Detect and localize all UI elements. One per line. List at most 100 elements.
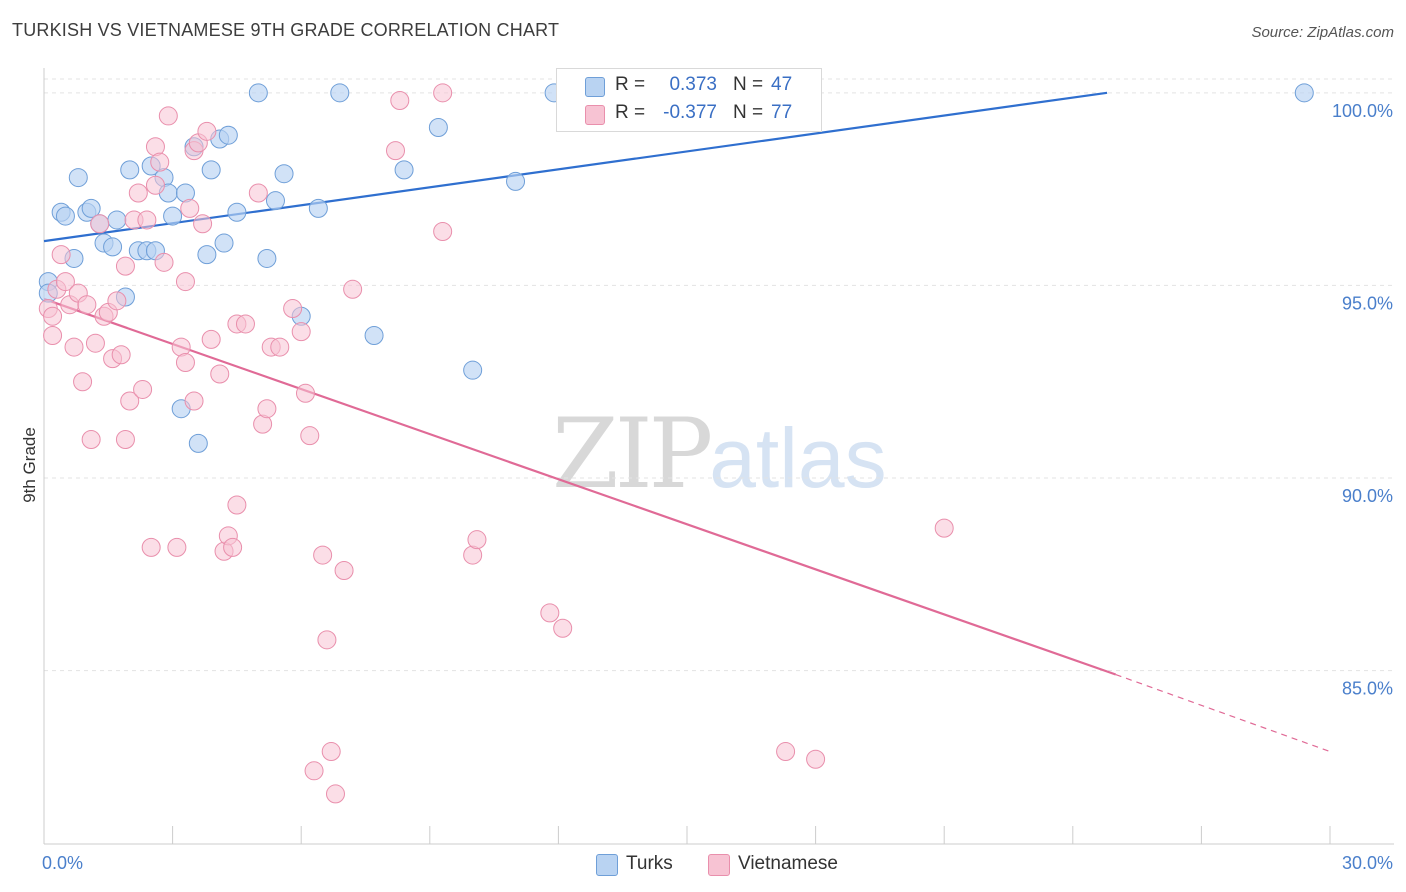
series-legend: Turks Vietnamese [0,852,1406,878]
chart-source: Source: ZipAtlas.com [1251,24,1394,41]
vietnamese-point [193,214,213,234]
trend-layer [43,91,1331,753]
vietnamese-point [553,618,573,638]
vietnamese-point [175,352,195,372]
vietnamese-point [167,537,187,557]
vietnamese-point [90,214,110,234]
turks-point [274,164,294,184]
turks-point [201,160,221,180]
vietnamese-point [235,314,255,334]
turks-trend-line [43,91,1108,243]
turks-point [55,206,75,226]
vietnamese-point [107,291,127,311]
vietnamese-point [184,391,204,411]
turks-point [506,171,526,191]
y-axis-label: 9th Grade [20,427,39,503]
vietnamese-point [343,279,363,299]
vietnamese-point [540,603,560,623]
turks-point [330,83,350,103]
vietnamese-point [43,306,63,326]
vietnamese-point [77,295,97,315]
vietnamese-point [257,399,277,419]
watermark-atlas: atlas [709,411,887,505]
turks-point [107,210,127,230]
vietnamese-point [175,272,195,292]
vietnamese-point [201,329,221,349]
vietnamese-point [180,198,200,218]
correlation-legend: R = 0.373 N = 47 R = -0.377 N = 77 [556,68,822,132]
vietnamese-point [64,337,84,357]
y-tick-label: 95.0% [1342,293,1393,313]
turks-point [68,168,88,188]
turks-point [120,160,140,180]
vietnamese-swatch [585,105,605,125]
vietnamese-point [806,749,826,769]
vietnamese-point [73,372,93,392]
legend-row-turks: R = 0.373 N = 47 [557,73,819,99]
vietnamese-point [137,210,157,230]
turks-legend-label: Turks [626,853,673,874]
turks-point [428,117,448,137]
turks-point [265,191,285,211]
vietnamese-point [115,256,135,276]
vietnamese-point [81,430,101,450]
turks-r-value: 0.373 [669,74,717,95]
turks-point [197,245,217,265]
vietnamese-point [150,152,170,172]
vietnamese-point [197,121,217,141]
y-tick-label: 90.0% [1342,486,1393,506]
vietnamese-point [334,560,354,580]
turks-point [81,198,101,218]
vietnamese-point [210,364,230,384]
turks-point [227,202,247,222]
vietnamese-point [120,391,140,411]
vietnamese-point [227,495,247,515]
vietnamese-point [85,333,105,353]
turks-point [103,237,123,257]
x-tick-label: 30.0% [1342,853,1393,873]
vietnamese-legend-label: Vietnamese [738,853,838,874]
vietnamese-point [300,426,320,446]
vietnamese-point [321,742,341,762]
vietnamese-point [313,545,333,565]
turks-point [308,198,328,218]
x-tick-label: 0.0% [42,853,83,873]
vietnamese-point [128,183,148,203]
vietnamese-point [111,345,131,365]
grid-layer [44,78,1394,672]
turks-point [163,206,183,226]
chart-title: TURKISH VS VIETNAMESE 9TH GRADE CORRELAT… [12,20,560,40]
vietnamese-r-value: -0.377 [663,102,717,123]
turks-point [364,326,384,346]
watermark-zip: ZIP [552,398,713,510]
vietnamese-point [158,106,178,126]
turks-legend-swatch [596,854,618,876]
vietnamese-n-value: 77 [771,102,793,123]
turks-n-label: N = [733,74,764,95]
vietnamese-point [43,326,63,346]
turks-points [38,83,1314,453]
vietnamese-point [317,630,337,650]
vietnamese-point [433,221,453,241]
vietnamese-trend-line [43,297,1117,676]
vietnamese-point [291,322,311,342]
vietnamese-legend-swatch [708,854,730,876]
turks-point [1294,83,1314,103]
vietnamese-points [38,83,954,804]
turks-r-label: R = [615,74,646,95]
y-tick-label: 100.0% [1332,101,1393,121]
vietnamese-point [154,252,174,272]
vietnamese-point [141,537,161,557]
turks-point [214,233,234,253]
vietnamese-point [934,518,954,538]
vietnamese-point [776,742,796,762]
turks-point [218,125,238,145]
turks-point [188,433,208,453]
vietnamese-n-label: N = [733,102,764,123]
vietnamese-trend-line-extension [1115,673,1331,753]
vietnamese-point [223,537,243,557]
vietnamese-point [386,141,406,161]
vietnamese-point [55,272,75,292]
turks-swatch [585,77,605,97]
axis-layer [43,68,1394,845]
